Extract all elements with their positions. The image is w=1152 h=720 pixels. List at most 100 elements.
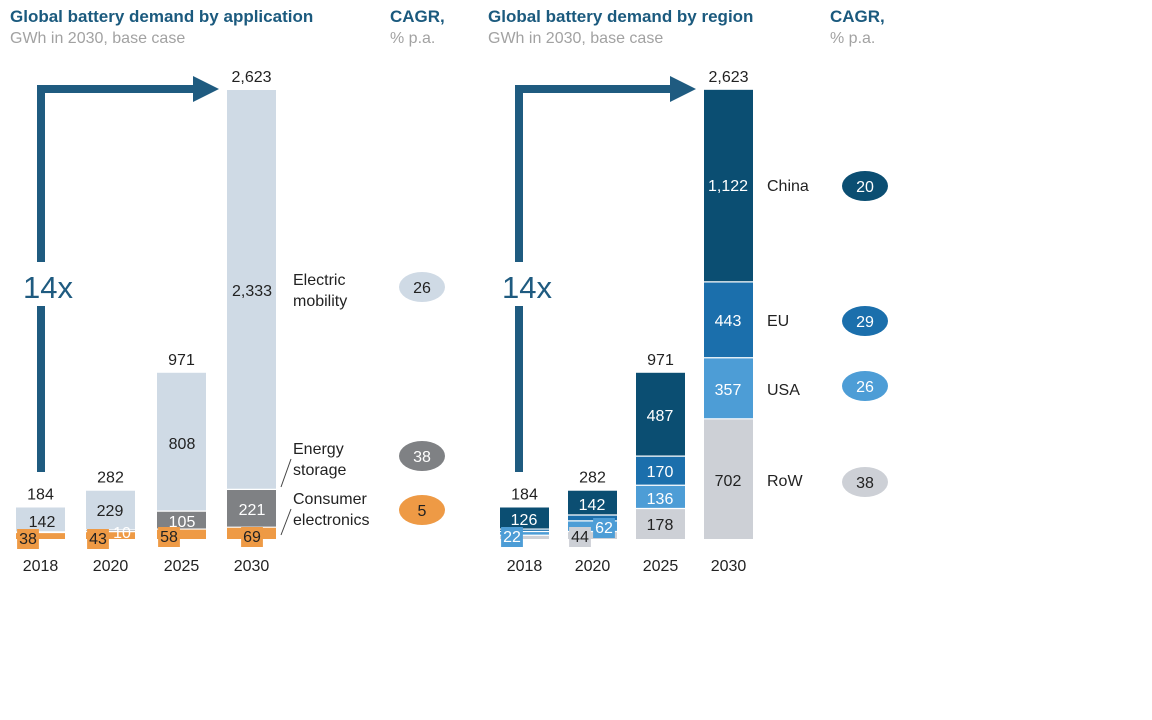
region-value-label-china-2025: 487 (647, 408, 674, 425)
application-growth-arrowhead (193, 76, 219, 102)
region-bar-row-2025 (636, 508, 685, 539)
region-chart-title: Global battery demand by region (488, 7, 754, 26)
application-series-name-consumer-electronics: Consumer (293, 491, 367, 508)
region-cagr-value-usa: 26 (856, 379, 874, 396)
region-bar-usa-2018 (500, 531, 549, 536)
application-value-label-energy-storage-2025: 105 (169, 514, 196, 531)
region-cagr-badge-usa (842, 371, 888, 401)
application-label-box-consumer-electronics-2030 (241, 527, 263, 547)
application-total-label-2025: 971 (168, 352, 195, 369)
region-series-name-china: China (767, 178, 809, 195)
application-bar-electric-mobility-2018 (16, 507, 65, 532)
region-value-label-china-2020: 142 (579, 497, 606, 514)
region-growth-arrowhead (670, 76, 696, 102)
region-total-label-2020: 282 (579, 470, 606, 487)
region-value-label-usa-2020: 62 (595, 520, 613, 537)
region-cagr-value-row: 38 (856, 475, 874, 492)
region-bar-eu-2025 (636, 456, 685, 486)
region-cagr-title: CAGR, (830, 7, 885, 26)
region-cagr-value-china: 20 (856, 179, 874, 196)
application-label-box-consumer-electronics-2020 (87, 529, 109, 549)
application-cagr-badge-electric-mobility (399, 272, 445, 302)
application-cagr-title: CAGR, (390, 7, 445, 26)
application-bar-consumer-electronics-2020 (86, 531, 135, 539)
application-total-label-2020: 282 (97, 470, 124, 487)
region-value-label-china-2030: 1,122 (708, 178, 748, 195)
application-value-label-electric-mobility-2025: 808 (169, 436, 196, 453)
application-bar-electric-mobility-2020 (86, 490, 135, 530)
region-bar-usa-2020 (568, 520, 617, 532)
application-series-name-electric-mobility: mobility (293, 293, 347, 310)
region-value-label-row-2020: 44 (571, 529, 589, 546)
region-year-label-2018: 2018 (507, 558, 543, 575)
region-cagr-badge-row (842, 467, 888, 497)
application-year-label-2018: 2018 (23, 558, 59, 575)
region-bar-eu-2018 (500, 529, 549, 532)
region-bar-china-2030 (704, 89, 753, 282)
application-series-name-consumer-electronics: electronics (293, 512, 369, 529)
application-value-label-electric-mobility-2018: 142 (29, 514, 56, 531)
application-year-label-2025: 2025 (164, 558, 200, 575)
region-multiplier-label: 14x (502, 270, 552, 305)
region-series-name-eu: EU (767, 313, 789, 330)
application-value-label-energy-storage-2020: 10 (113, 525, 131, 542)
application-bar-energy-storage-2025 (157, 511, 206, 530)
region-cagr-subtitle: % p.a. (830, 30, 876, 47)
region-value-label-row-2030: 702 (715, 473, 742, 490)
application-cagr-badge-energy-storage (399, 441, 445, 471)
application-chart-subtitle: GWh in 2030, base case (10, 30, 186, 47)
application-bar-electric-mobility-2030 (227, 90, 276, 490)
region-label-box-usa-2020 (593, 518, 615, 538)
application-cagr-value-consumer-electronics: 5 (418, 503, 427, 520)
region-bar-eu-2030 (704, 281, 753, 358)
application-label-box-consumer-electronics-2025 (158, 527, 180, 547)
application-bar-consumer-electronics-2025 (157, 529, 206, 539)
region-bar-china-2018 (500, 507, 549, 530)
application-year-label-2020: 2020 (93, 558, 129, 575)
region-year-label-2030: 2030 (711, 558, 747, 575)
application-value-label-consumer-electronics-2025: 58 (160, 529, 178, 546)
application-label-box-consumer-electronics-2018 (17, 529, 39, 549)
application-bar-consumer-electronics-2018 (16, 532, 65, 539)
application-value-label-energy-storage-2030: 221 (239, 502, 266, 519)
application-value-label-consumer-electronics-2020: 43 (89, 531, 107, 548)
region-growth-arrow (515, 85, 672, 472)
region-multiplier-knockout (497, 262, 547, 306)
application-bar-energy-storage-2030 (227, 489, 276, 528)
application-series-name-electric-mobility: Electric (293, 272, 345, 289)
application-value-label-electric-mobility-2020: 229 (97, 503, 124, 520)
region-chart-subtitle: GWh in 2030, base case (488, 30, 664, 47)
region-bar-china-2025 (636, 372, 685, 457)
region-year-label-2020: 2020 (575, 558, 611, 575)
region-value-label-usa-2025: 136 (647, 491, 674, 508)
region-header: Global battery demand by region GWh in 2… (488, 6, 753, 50)
region-cagr-badge-china (842, 171, 888, 201)
region-series-name-usa: USA (767, 382, 800, 399)
application-cagr-header: CAGR, % p.a. (390, 6, 445, 50)
application-value-label-electric-mobility-2030: 2,333 (232, 283, 272, 300)
application-total-label-2018: 184 (27, 487, 54, 504)
application-leader-line-consumer-electronics (280, 508, 292, 536)
region-total-label-2018: 184 (511, 487, 538, 504)
application-value-label-consumer-electronics-2018: 38 (19, 531, 37, 548)
region-cagr-header: CAGR, % p.a. (830, 6, 885, 50)
region-bar-row-2030 (704, 418, 753, 539)
application-multiplier-label: 14x (23, 270, 73, 305)
region-total-label-2030: 2,623 (708, 69, 748, 86)
region-value-label-usa-2018: 22 (503, 529, 521, 546)
application-year-label-2030: 2030 (234, 558, 270, 575)
application-cagr-value-energy-storage: 38 (413, 449, 431, 466)
region-series-name-row: RoW (767, 473, 803, 490)
application-header: Global battery demand by application GWh… (10, 6, 313, 50)
region-bar-row-2018 (500, 535, 549, 539)
application-leader-line-energy-storage (280, 458, 292, 488)
application-series-name-energy-storage: storage (293, 462, 346, 479)
application-multiplier-knockout (19, 262, 69, 306)
region-value-label-china-2018: 126 (511, 512, 538, 529)
application-value-label-consumer-electronics-2030: 69 (243, 529, 261, 546)
region-bar-eu-2020 (568, 515, 617, 521)
application-cagr-subtitle: % p.a. (390, 30, 436, 47)
application-series-name-energy-storage: Energy (293, 441, 344, 458)
